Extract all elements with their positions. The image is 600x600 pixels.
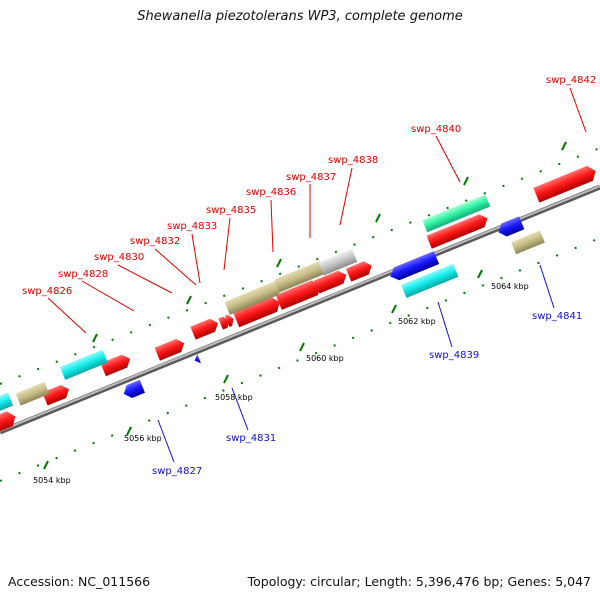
forward-cds[interactable]: [154, 337, 187, 361]
major-tick: [43, 460, 49, 470]
gene-label-swp_4828[interactable]: swp_4828: [58, 269, 108, 280]
leader-swp_4835: [223, 217, 231, 271]
gene-label-swp_4835[interactable]: swp_4835: [206, 205, 256, 216]
cyan-feature[interactable]: [0, 392, 14, 424]
gene-label-swp_4826[interactable]: swp_4826: [22, 286, 72, 297]
cyan-feature[interactable]: [401, 263, 459, 298]
reverse-cds[interactable]: [496, 216, 525, 238]
leader-swp_4828: [81, 280, 135, 312]
leader-swp_4832: [154, 248, 197, 286]
forward-cds[interactable]: [426, 212, 491, 249]
scale-label: 5058 kbp: [215, 393, 253, 402]
leader-swp_4840: [435, 135, 461, 183]
scale-label: 5054 kbp: [33, 476, 71, 485]
scale-label: 5062 kbp: [398, 317, 436, 326]
forward-cds[interactable]: [345, 259, 374, 282]
major-tick: [391, 304, 397, 314]
tick-row: [0, 147, 600, 385]
leader-swp_4836: [270, 199, 274, 253]
scale-label: 5060 kbp: [306, 354, 344, 363]
gene-label-swp_4841[interactable]: swp_4841: [532, 311, 582, 322]
leader-swp_4833: [191, 233, 201, 284]
olive-feature[interactable]: [511, 230, 545, 255]
forward-cds[interactable]: [533, 164, 598, 203]
major-tick: [299, 342, 305, 352]
reverse-cds[interactable]: [388, 251, 440, 283]
genome-title: Shewanella piezotolerans WP3, complete g…: [137, 9, 463, 24]
accession-text: Accession: NC_011566: [8, 574, 151, 589]
leader-swp_4841: [539, 264, 555, 309]
gene-label-swp_4839[interactable]: swp_4839: [429, 350, 479, 361]
gene-label-swp_4836[interactable]: swp_4836: [246, 187, 296, 198]
major-tick: [186, 295, 192, 305]
rna-feature[interactable]: [422, 194, 491, 233]
gene-label-swp_4830[interactable]: swp_4830: [94, 252, 144, 263]
olive-feature[interactable]: [273, 260, 326, 293]
major-tick: [223, 374, 229, 384]
major-tick: [126, 426, 132, 436]
scale-label: 5056 kbp: [124, 434, 162, 443]
gene-label-swp_4837[interactable]: swp_4837: [286, 172, 336, 183]
leader-swp_4830: [117, 264, 173, 294]
forward-cds[interactable]: [275, 278, 324, 310]
leader-swp_4838: [339, 167, 353, 226]
forward-cds[interactable]: [100, 352, 133, 377]
gene-label-swp_4842[interactable]: swp_4842: [546, 75, 596, 86]
grey-feature[interactable]: [318, 248, 358, 276]
major-tick: [92, 333, 98, 343]
scale-labels: 5054 kbp 5056 kbp 5058 kbp 5060 kbp 5062…: [33, 282, 529, 485]
major-tick: [276, 258, 282, 268]
forward-cds[interactable]: [190, 316, 220, 340]
gene-label-swp_4838[interactable]: swp_4838: [328, 155, 378, 166]
olive-feature[interactable]: [224, 281, 280, 315]
cyan-feature[interactable]: [59, 349, 108, 380]
forward-cds[interactable]: [0, 409, 18, 438]
major-tick: [561, 141, 567, 151]
leader-swp_4839: [437, 301, 453, 348]
gene-label-swp_4833[interactable]: swp_4833: [167, 221, 217, 232]
leader-swp_4842: [569, 87, 587, 133]
leader-swp_4827: [157, 419, 175, 463]
forward-cds[interactable]: [233, 295, 283, 328]
forward-cds[interactable]: [224, 313, 236, 327]
genome-summary: Topology: circular; Length: 5,396,476 bp…: [247, 574, 591, 589]
major-tick: [463, 176, 469, 186]
reverse-cds[interactable]: [193, 354, 202, 365]
leader-swp_4826: [47, 297, 87, 334]
forward-cds[interactable]: [314, 268, 349, 294]
forward-cds[interactable]: [218, 315, 231, 330]
major-tick: [477, 269, 483, 279]
reverse-cds[interactable]: [121, 379, 145, 401]
scale-label: 5064 kbp: [491, 282, 529, 291]
major-tick: [375, 213, 381, 223]
leader-swp_4831: [231, 387, 249, 431]
gene-label-swp_4832[interactable]: swp_4832: [130, 236, 180, 247]
gene-labels: swp_4826 swp_4828 swp_4830 swp_4832 swp_…: [22, 75, 596, 477]
gene-label-swp_4827[interactable]: swp_4827: [152, 466, 202, 477]
gene-label-swp_4840[interactable]: swp_4840: [411, 124, 461, 135]
leader-lines: [47, 87, 587, 463]
tick-rows: [0, 141, 600, 482]
gene-label-swp_4831[interactable]: swp_4831: [226, 433, 276, 444]
olive-feature[interactable]: [15, 381, 50, 406]
feature-track[interactable]: [0, 152, 600, 470]
genome-backbone: [0, 184, 600, 435]
forward-cds[interactable]: [42, 383, 71, 406]
